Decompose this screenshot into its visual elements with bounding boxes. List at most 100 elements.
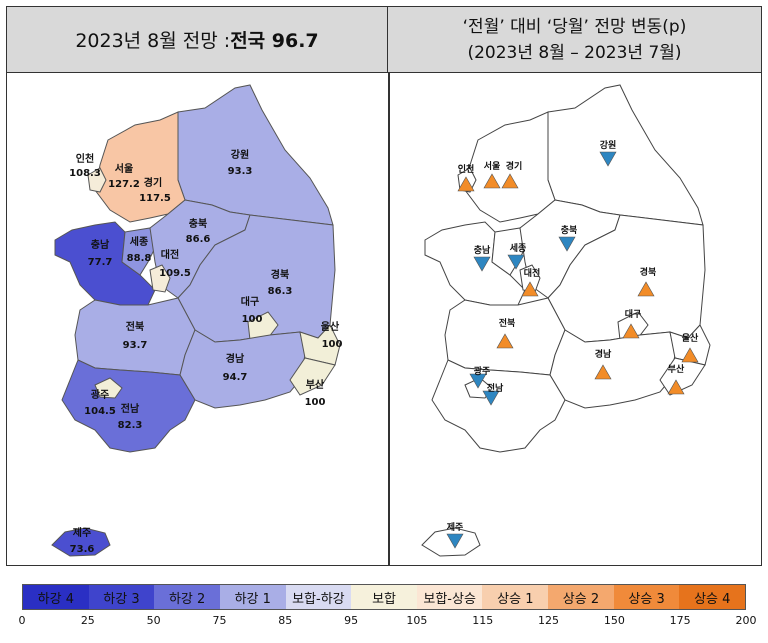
panel-divider — [388, 73, 390, 565]
legend-label: 상승 2 — [562, 591, 600, 607]
legend-label: 보합-상승 — [423, 591, 476, 607]
legend-label: 하강 1 — [234, 591, 271, 607]
label-ulsan-name: 울산 — [321, 320, 340, 333]
up-triangle-icon — [521, 281, 539, 297]
label-seoul-value: 127.2 — [108, 179, 140, 190]
label-gyeongbuk-value: 86.3 — [268, 286, 293, 297]
up-triangle-icon — [457, 176, 475, 192]
down-triangle-icon — [482, 390, 500, 406]
label-daejeon-value: 109.5 — [159, 268, 191, 279]
legend-label: 하강 2 — [168, 591, 206, 607]
marker-gyeongnam: 경남 — [594, 348, 612, 380]
down-triangle-icon — [558, 236, 576, 252]
marker-jeonbuk: 전북 — [496, 317, 516, 349]
label-incheon-value: 108.3 — [69, 168, 101, 179]
legend-cell: 상승 1 — [482, 585, 549, 609]
marker-sejong: 세종 — [507, 242, 527, 270]
legend-cell: 하강 2 — [154, 585, 220, 609]
region-jeju — [51, 527, 111, 557]
label-gyeongnam-name: 경남 — [226, 352, 245, 365]
marker-label-sejong: 세종 — [510, 242, 527, 254]
region-jeju-r — [421, 527, 481, 557]
region-gwangju — [94, 377, 123, 399]
label-daegu-name: 대구 — [241, 295, 259, 308]
label-sejong-value: 88.8 — [127, 253, 152, 264]
right-header-period: (2023년 8월 – 2023년 7월) — [467, 42, 682, 63]
legend-tick: 115 — [472, 614, 494, 627]
region-busan-r — [659, 357, 706, 396]
marker-daegu: 대구 — [622, 308, 641, 339]
label-jeonnam-name: 전남 — [121, 402, 140, 415]
down-triangle-icon — [446, 533, 464, 549]
legend-label: 하강 4 — [37, 591, 74, 607]
marker-gyeongbuk: 경북 — [637, 266, 656, 297]
marker-jeonnam: 전남 — [482, 382, 504, 406]
label-daejeon-name: 대전 — [161, 248, 179, 261]
right-header: ‘전월’ 대비 ‘당월’ 전망 변동(p) (2023년 8월 – 2023년 … — [388, 7, 761, 73]
marker-chungnam: 충남 — [473, 244, 491, 272]
label-chungnam-value: 77.7 — [88, 257, 113, 268]
map-frame: 2023년 8월 전망 : 전국 96.7 ‘전월’ 대비 ‘당월’ 전망 변동… — [6, 6, 762, 566]
legend-cell: 하강 3 — [88, 585, 155, 609]
marker-chungbuk: 충북 — [558, 224, 578, 252]
marker-label-chungnam: 충남 — [474, 244, 491, 256]
label-gyeongnam-value: 94.7 — [223, 372, 248, 383]
left-header-national: 전국 96.7 — [230, 30, 319, 52]
legend-cell: 상승 3 — [613, 585, 680, 609]
region-gyeongnam-r — [549, 329, 676, 409]
left-labels: 인천 108.3 서울 127.2 경기 117.5 강원 93.3 충북 86… — [69, 148, 342, 555]
label-chungbuk-value: 86.6 — [186, 234, 211, 245]
marker-daejeon: 대전 — [521, 267, 540, 297]
region-incheon — [87, 167, 107, 193]
label-incheon-name: 인천 — [76, 152, 94, 165]
legend-label: 상승 3 — [628, 591, 665, 607]
marker-label-chungbuk: 충북 — [561, 224, 578, 236]
label-gyeongbuk-name: 경북 — [271, 268, 289, 281]
down-triangle-icon — [473, 256, 491, 272]
label-sejong-name: 세종 — [130, 235, 148, 248]
marker-label-incheon: 인천 — [458, 164, 475, 175]
legend-tick: 25 — [80, 614, 95, 627]
label-seoul-name: 서울 — [115, 162, 133, 175]
right-markers: 인천 서울 경기 강원 충북 충남 세종 대전 경북 대구 울산 — [446, 139, 699, 549]
region-jeonnam-r — [431, 359, 566, 453]
marker-label-gwangju: 광주 — [474, 365, 491, 377]
legend-bar: 하강 4 하강 3 하강 2 하강 1 보합-하강 보합 보합-상승 상승 1 … — [22, 584, 746, 610]
legend-cell: 하강 1 — [219, 585, 286, 609]
down-triangle-icon — [469, 373, 487, 389]
label-jeju-name: 제주 — [73, 526, 91, 539]
label-jeonbuk-name: 전북 — [126, 320, 144, 333]
marker-label-seoul: 서울 — [484, 160, 501, 172]
marker-gwangju: 광주 — [469, 365, 491, 389]
region-busan — [289, 357, 336, 396]
up-triangle-icon — [496, 333, 514, 349]
marker-ulsan: 울산 — [681, 332, 699, 363]
label-gangwon-value: 93.3 — [228, 166, 253, 177]
marker-busan: 부산 — [667, 363, 685, 395]
region-gyeongnam — [179, 329, 306, 409]
marker-incheon: 인천 — [457, 164, 475, 192]
left-map — [51, 84, 341, 557]
marker-label-jeju: 제주 — [447, 521, 464, 533]
legend-tick: 0 — [18, 614, 26, 627]
marker-label-ulsan: 울산 — [682, 332, 699, 344]
label-gwangju-value: 104.5 — [84, 406, 116, 417]
label-daegu-value: 100 — [242, 314, 263, 325]
up-triangle-icon — [667, 379, 685, 395]
legend-ticks: 0 25 50 75 85 95 105 115 125 150 175 200 — [18, 614, 757, 630]
region-gyeonggi — [94, 111, 186, 223]
label-gyeonggi-value: 117.5 — [139, 193, 171, 204]
legend-tick: 95 — [344, 614, 359, 627]
legend-label: 보합 — [372, 591, 396, 607]
legend-cell: 보합-상승 — [416, 585, 483, 609]
region-daejeon-r — [519, 264, 541, 293]
marker-label-jeonbuk: 전북 — [499, 317, 516, 329]
legend-tick: 150 — [603, 614, 625, 627]
up-triangle-icon — [483, 173, 501, 189]
marker-label-gyeongnam: 경남 — [595, 348, 612, 360]
up-triangle-icon — [637, 281, 655, 297]
legend-tick: 75 — [212, 614, 227, 627]
legend-cell: 상승 4 — [679, 585, 746, 609]
label-chungnam-name: 충남 — [91, 238, 110, 251]
